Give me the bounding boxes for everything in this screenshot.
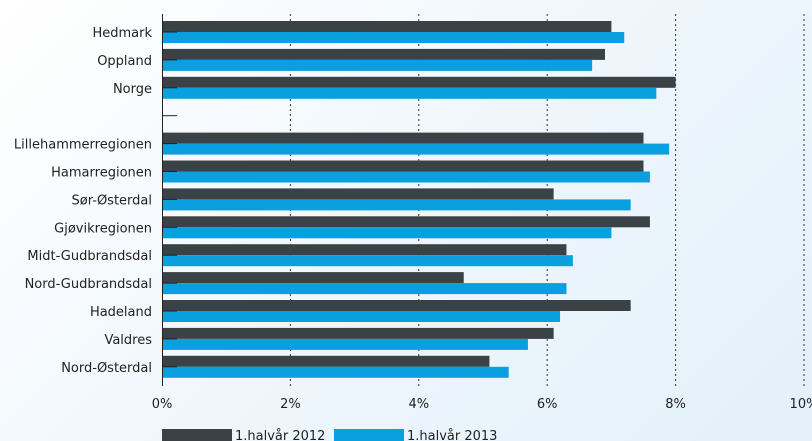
bar: [162, 244, 567, 256]
legend-item: 1.halvår 2013: [334, 429, 497, 441]
bar: [162, 255, 573, 267]
category-label: Hedmark: [92, 26, 152, 41]
bar: [162, 311, 561, 322]
bar: [162, 227, 612, 239]
category-labels: Hedmark Oppland Norge Lillehammerregionen Ha…: [14, 26, 153, 376]
category-label: Gjøvikregionen: [54, 221, 152, 236]
bar: [162, 188, 554, 200]
bar: [162, 143, 670, 155]
legend-label: 1.halvår 2013: [407, 429, 497, 441]
bar: [162, 272, 464, 284]
category-label: Nord-Gudbrandsdal: [25, 277, 152, 292]
category-label: Hadeland: [90, 305, 152, 320]
category-label: Oppland: [97, 54, 152, 69]
bar: [162, 300, 631, 311]
x-tick-labels: 0% 2% 4% 6% 8% 10%: [152, 397, 812, 412]
category-label: Midt-Gudbrandsdal: [27, 249, 152, 264]
bar: [162, 21, 612, 32]
legend-item: 1.halvår 2012: [162, 429, 325, 441]
x-tick-label: 0%: [152, 397, 173, 412]
legend-swatch: [334, 429, 404, 441]
legend-label: 1.halvår 2012: [235, 429, 325, 441]
category-label: Hamarregionen: [51, 166, 152, 181]
bar: [162, 32, 625, 43]
bar: [162, 160, 644, 172]
bar: [162, 338, 528, 350]
bar: [162, 283, 567, 295]
bar: [162, 87, 657, 99]
x-tick-label: 6%: [537, 397, 558, 412]
x-tick-label: 10%: [790, 397, 812, 412]
bar: [162, 216, 650, 228]
category-label: Valdres: [104, 333, 152, 348]
x-tick-label: 8%: [665, 397, 686, 412]
category-label: Nord-Østerdal: [61, 361, 152, 376]
x-tick-label: 4%: [408, 397, 429, 412]
x-tick-label: 2%: [280, 397, 301, 412]
legend-swatch: [162, 429, 232, 441]
bar: [162, 59, 593, 71]
y-axis: [162, 14, 177, 386]
bar: [162, 132, 644, 144]
bar: [162, 327, 554, 339]
bar: [162, 171, 650, 183]
bar: [162, 199, 631, 211]
bars: [162, 21, 676, 378]
legend: 1.halvår 2012 1.halvår 2013: [162, 429, 497, 441]
bar: [162, 366, 509, 378]
bar: [162, 76, 676, 88]
bar: [162, 355, 490, 367]
category-label: Sør-Østerdal: [72, 193, 152, 208]
category-label: Norge: [113, 82, 152, 97]
bar: [162, 48, 605, 60]
category-label: Lillehammerregionen: [14, 138, 152, 153]
